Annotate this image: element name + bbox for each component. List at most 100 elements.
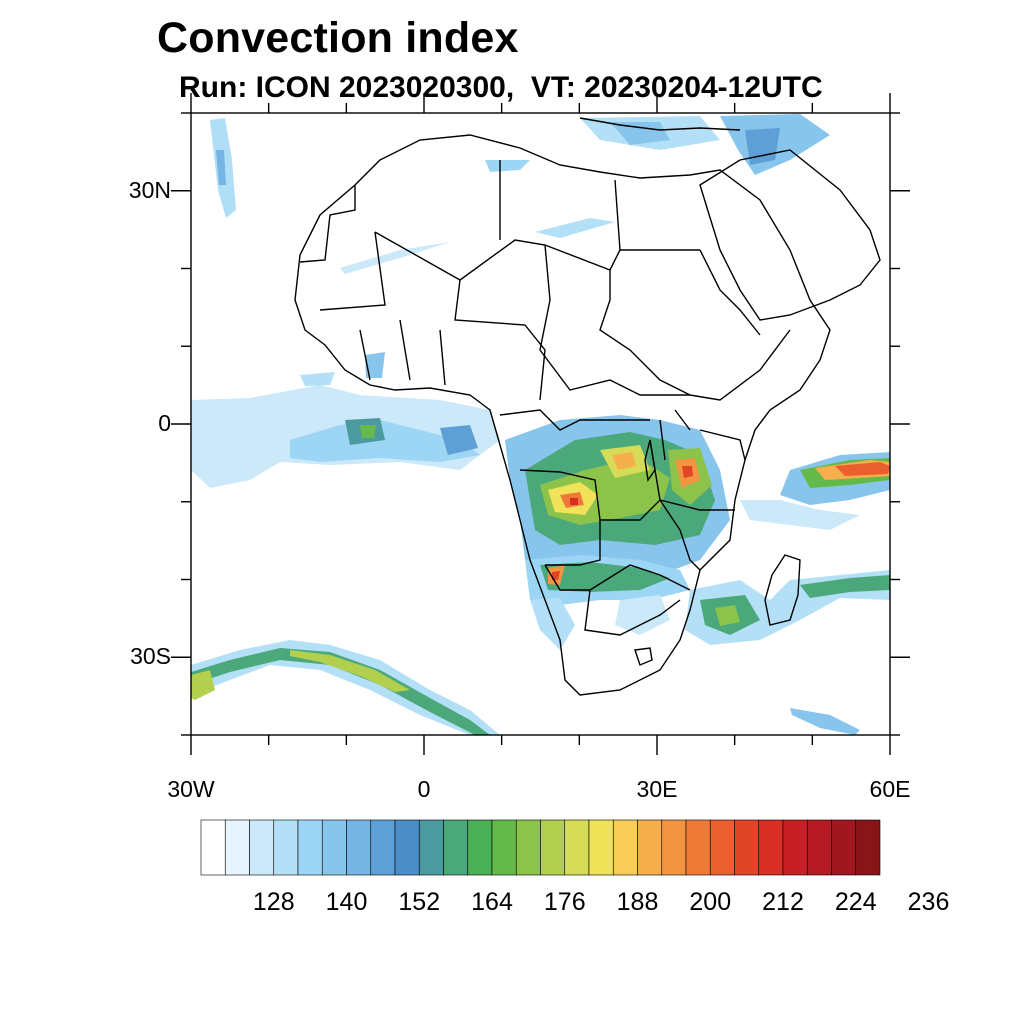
convection-field <box>191 114 890 735</box>
colorbar-label: 128 <box>252 888 295 916</box>
colorbar-swatch <box>637 819 663 876</box>
arabia-coastline <box>699 149 881 321</box>
colorbar-swatch <box>588 819 614 876</box>
field-patch <box>530 598 575 650</box>
colorbar-swatch <box>321 819 347 876</box>
colorbar-swatch <box>515 819 541 876</box>
colorbar-swatch <box>249 819 275 876</box>
colorbar-swatch <box>782 819 808 876</box>
colorbar-swatch <box>540 819 566 876</box>
colorbar-label: 200 <box>689 888 732 916</box>
colorbar <box>200 819 881 876</box>
field-patch <box>440 425 478 455</box>
lat-label: 0 <box>158 410 171 436</box>
border-line <box>689 329 791 401</box>
map-title: Convection index <box>157 14 519 62</box>
colorbar-swatch <box>200 819 226 876</box>
map-subtitle: Run: ICON 2023020300, VT: 20230204-12UTC <box>179 71 823 104</box>
lon-label: 30E <box>636 776 678 802</box>
field-patch <box>790 708 860 735</box>
border-line <box>649 439 701 571</box>
field-patch <box>191 640 500 735</box>
border-line <box>519 469 735 521</box>
field-patch <box>535 218 615 238</box>
colorbar-label: 176 <box>543 888 586 916</box>
colorbar-swatch <box>758 819 784 876</box>
field-patch <box>570 498 578 505</box>
colorbar-label: 164 <box>471 888 513 916</box>
border-line <box>614 179 621 251</box>
colorbar-swatch <box>297 819 323 876</box>
axis-ticks <box>171 93 910 755</box>
border-line <box>699 429 746 461</box>
colorbar-swatch <box>394 819 420 876</box>
border-line <box>299 185 356 263</box>
border-line <box>499 409 650 431</box>
lesotho-border <box>634 647 653 666</box>
colorbar-swatch <box>224 819 250 876</box>
colorbar-label: 188 <box>616 888 659 916</box>
map-frame <box>171 93 910 755</box>
colorbar-swatch <box>806 819 832 876</box>
border-line <box>359 319 446 386</box>
country-borders <box>294 117 881 696</box>
border-line <box>584 589 681 636</box>
colorbar-swatch <box>491 819 517 876</box>
field-patch <box>552 571 560 580</box>
colorbar-label: 224 <box>834 888 877 916</box>
field-patch <box>615 595 670 635</box>
colorbar-swatch <box>370 819 396 876</box>
colorbar-swatch <box>418 819 444 876</box>
field-patch <box>290 650 410 692</box>
madagascar-coastline <box>764 554 801 626</box>
colorbar-swatch <box>273 819 299 876</box>
colorbar-swatch <box>564 819 590 876</box>
lake-outline <box>644 439 656 482</box>
field-patch <box>745 128 780 165</box>
lon-label: 30W <box>167 776 215 802</box>
field-patch <box>682 466 693 478</box>
colorbar-label: 212 <box>762 888 804 916</box>
colorbar-label: 140 <box>325 888 368 916</box>
lon-label: 60E <box>869 776 911 802</box>
border-line <box>319 231 386 311</box>
field-patch <box>365 352 385 378</box>
colorbar-swatch <box>855 819 881 876</box>
border-line <box>599 270 691 396</box>
colorbar-swatch <box>612 819 638 876</box>
colorbar-swatch <box>685 819 711 876</box>
field-patch <box>360 425 376 438</box>
field-patch <box>191 670 215 700</box>
border-line <box>544 564 691 591</box>
border-line <box>545 520 601 566</box>
field-patch <box>485 160 530 172</box>
colorbar-swatch <box>831 819 857 876</box>
colorbar-swatch <box>709 819 735 876</box>
border-line <box>454 279 546 401</box>
colorbar-swatch <box>734 819 760 876</box>
africa-coastline <box>294 134 831 696</box>
colorbar-label: 152 <box>398 888 441 916</box>
colorbar-swatch <box>467 819 493 876</box>
field-patch <box>612 452 636 470</box>
colorbar-swatch <box>346 819 372 876</box>
field-patch <box>800 575 890 598</box>
colorbar-label: 236 <box>907 888 950 916</box>
field-patch <box>740 500 860 530</box>
mediterranean-coast <box>579 117 741 131</box>
lat-label: 30S <box>130 643 171 670</box>
field-patch <box>300 372 335 386</box>
colorbar-swatch <box>661 819 687 876</box>
border-line <box>374 231 700 281</box>
lon-label: 0 <box>417 776 431 802</box>
colorbar-swatch <box>443 819 469 876</box>
field-patch <box>610 122 670 145</box>
border-line <box>539 244 690 396</box>
lat-label: 30N <box>128 176 171 203</box>
field-patch <box>715 605 740 626</box>
field-patch <box>290 420 480 462</box>
field-patch <box>540 562 670 592</box>
border-line <box>699 249 761 336</box>
border-line <box>659 409 691 461</box>
